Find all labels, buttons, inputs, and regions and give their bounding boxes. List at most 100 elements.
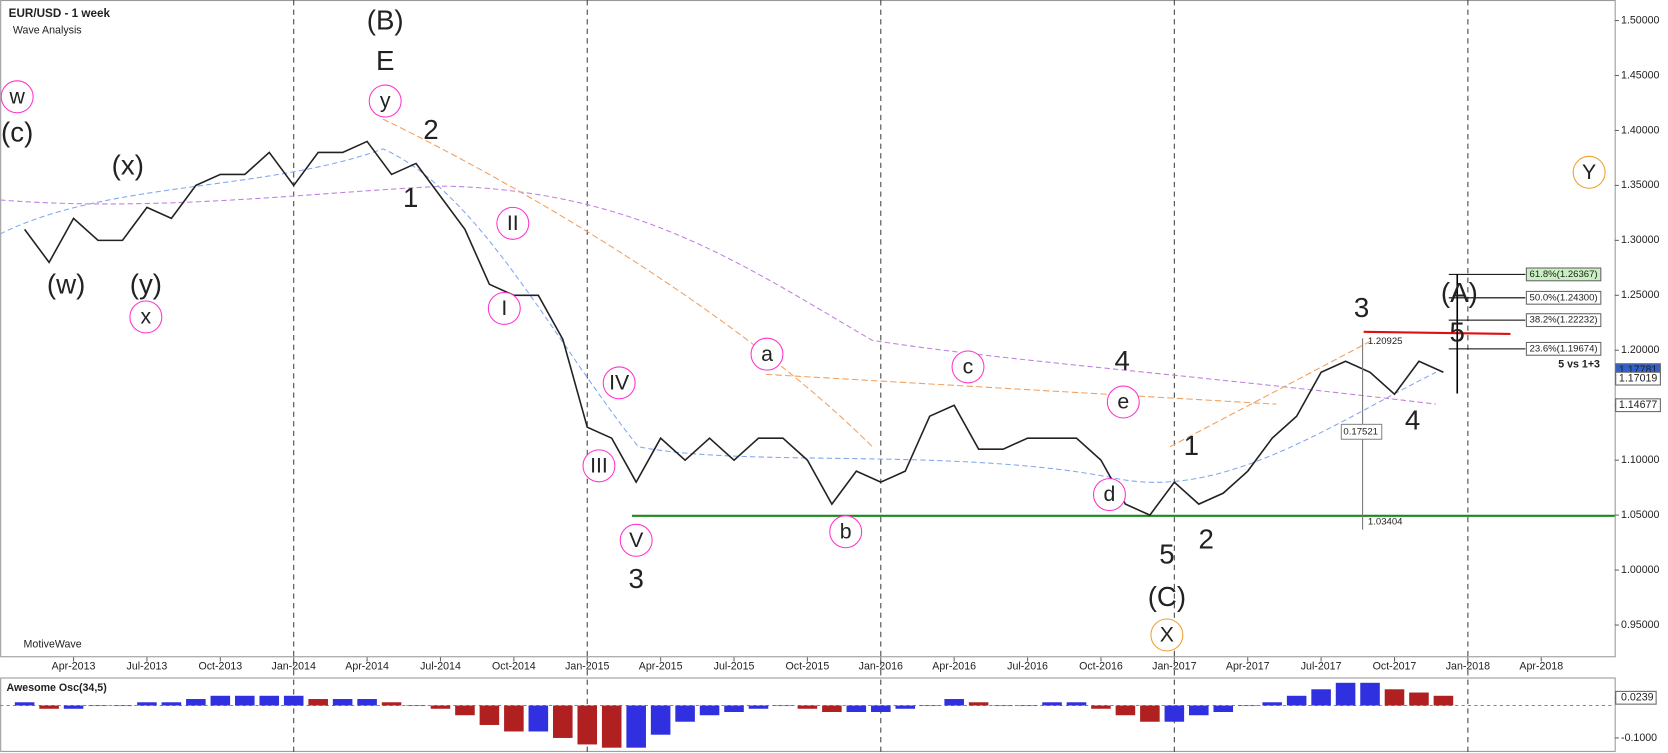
wave-circle (1106, 385, 1140, 419)
osc-bar (112, 705, 133, 707)
note: 5 vs 1+3 (1558, 359, 1600, 371)
osc-bar (88, 705, 108, 707)
fib-box (1525, 313, 1602, 328)
osc-pane (0, 677, 1616, 752)
osc-bar (186, 699, 206, 706)
x-tick-label: Oct-2017 (1373, 661, 1417, 673)
fib-box (1525, 341, 1602, 356)
wave-label: Y (1582, 160, 1596, 184)
osc-bar (895, 705, 916, 709)
wave-label: 3 (1354, 292, 1369, 323)
wave-label: 1 (1184, 430, 1199, 461)
x-tick-label: Apr-2015 (639, 661, 683, 673)
osc-bar (822, 705, 842, 712)
wave-circle (602, 366, 636, 400)
osc-bar (773, 705, 793, 707)
osc-bar (283, 695, 304, 706)
x-tick-label: Oct-2016 (1079, 661, 1123, 673)
osc-bar (1335, 682, 1356, 706)
y-tick-label: 1.40000 (1621, 124, 1659, 136)
wave-label: 5 (1450, 316, 1465, 347)
measure-box (1340, 423, 1383, 440)
wave-label: (A) (1441, 277, 1478, 308)
osc-bar (1360, 682, 1380, 706)
fib-label: 38.2%(1.22232) (1530, 315, 1598, 326)
wave-circle (829, 515, 863, 549)
measure-label: 1.20925 (1368, 336, 1403, 347)
wave-circle (1150, 618, 1184, 652)
osc-bar (1311, 689, 1331, 706)
y-tick-label: 1.35000 (1621, 179, 1659, 191)
osc-bar (455, 705, 475, 716)
resistance-line (1363, 330, 1511, 336)
y-tick-label: 1.45000 (1621, 69, 1659, 81)
wave-label: (c) (1, 116, 33, 147)
wave-label: y (380, 89, 391, 113)
wave-label: X (1160, 623, 1174, 647)
osc-bar (1140, 705, 1160, 722)
wave-label: (C) (1148, 581, 1186, 612)
x-tick-label: Jan-2015 (565, 661, 609, 673)
fib-box (1525, 267, 1602, 282)
osc-bar (601, 705, 622, 748)
osc-bar (14, 702, 35, 706)
wave-label: (w) (47, 268, 85, 299)
x-tick-label: Jul-2016 (1007, 661, 1048, 673)
y-tick-label: 1.25000 (1621, 289, 1659, 301)
wave-label: II (507, 211, 519, 235)
osc-bar (1237, 705, 1258, 707)
x-tick-label: Apr-2017 (1226, 661, 1270, 673)
x-tick-label: Jul-2015 (714, 661, 755, 673)
wave-label: c (963, 355, 974, 379)
osc-bar (430, 705, 451, 709)
x-tick-label: Apr-2018 (1519, 661, 1563, 673)
wave-circle (750, 337, 784, 371)
wave-label: 5 (1159, 539, 1174, 570)
x-tick-label: Oct-2013 (198, 661, 242, 673)
y-tick-label: 0.0239 (1621, 692, 1654, 704)
wave-label: (x) (112, 149, 144, 180)
x-tick-label: Jan-2016 (859, 661, 903, 673)
osc-bar (1042, 702, 1062, 706)
fib-label: 61.8%(1.26367) (1530, 269, 1598, 280)
osc-bar (1017, 705, 1038, 707)
osc-bar (161, 702, 182, 706)
osc-bar (1213, 705, 1234, 712)
x-tick-label: Jul-2017 (1301, 661, 1342, 673)
fib-label: 23.6%(1.19674) (1530, 343, 1598, 354)
wave-circle (582, 449, 616, 483)
osc-bar (846, 705, 867, 712)
wave-label: 2 (423, 114, 438, 145)
wave-label: (y) (130, 268, 162, 299)
x-tick-label: Apr-2016 (932, 661, 976, 673)
wave-circle (129, 300, 163, 334)
osc-bar (381, 702, 402, 706)
osc-bar (63, 705, 84, 709)
y-tick-label: 1.00000 (1621, 564, 1659, 576)
osc-bar (406, 705, 426, 707)
osc-bar (993, 705, 1013, 707)
measure-label: 1.03404 (1368, 517, 1403, 528)
osc-bar (1262, 702, 1282, 706)
y-tick-label: 1.10000 (1621, 454, 1659, 466)
osc-bar (699, 705, 720, 716)
price-label: 1.14677 (1619, 399, 1657, 411)
osc-bar (235, 695, 255, 706)
fib-label: 50.0%(1.24300) (1530, 292, 1598, 303)
wave-circle (619, 523, 653, 557)
wave-circle (368, 84, 402, 118)
osc-bar (1066, 702, 1087, 706)
wave-circle (1092, 478, 1126, 512)
wave-label: w (9, 84, 26, 108)
y-tick-label: 1.50000 (1621, 14, 1659, 26)
osc-bar (626, 705, 646, 748)
x-tick-label: Apr-2013 (52, 661, 96, 673)
wave-label: IV (609, 371, 630, 395)
wave-label: 2 (1199, 524, 1214, 555)
x-tick-label: Apr-2014 (345, 661, 389, 673)
osc-bar (650, 705, 671, 735)
osc-bar (553, 705, 573, 738)
watermark: MotiveWave (24, 638, 82, 650)
wave-label: E (376, 45, 394, 76)
